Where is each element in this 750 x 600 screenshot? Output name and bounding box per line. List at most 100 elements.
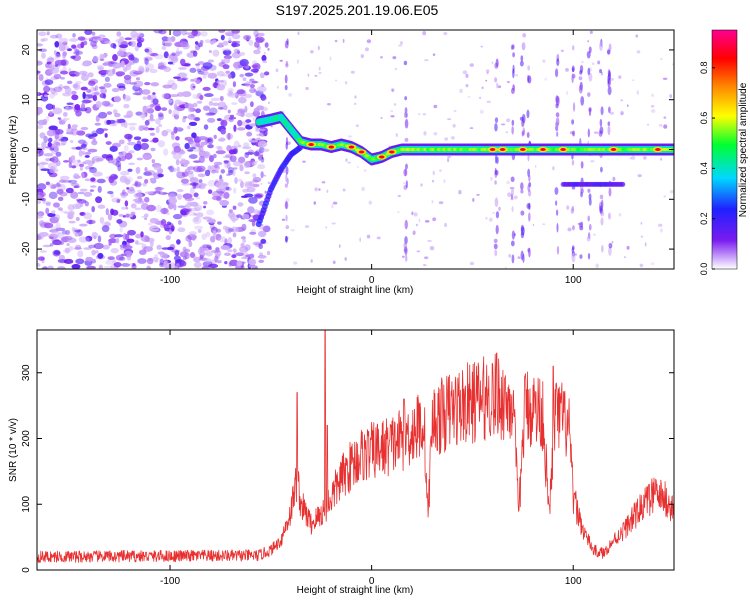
heatmap-y-tick-label: 10 [21, 94, 32, 106]
noise-speckle [126, 238, 135, 243]
noise-speckle [181, 77, 189, 81]
noise-speckle [113, 95, 122, 103]
noise-speckle [40, 168, 50, 172]
noise-speckle [458, 190, 462, 195]
noise-speckle [90, 40, 97, 47]
noise-speckle [87, 148, 98, 153]
noise-speckle [97, 185, 102, 193]
noise-speckle [135, 166, 141, 174]
noise-speckle [47, 265, 54, 269]
noise-speckle [310, 259, 313, 263]
noise-speckle [38, 31, 47, 37]
streak-speckle [587, 252, 591, 260]
noise-speckle [49, 147, 55, 151]
noise-speckle [618, 213, 622, 217]
noise-speckle [255, 36, 265, 43]
streak-speckle [528, 212, 531, 222]
noise-speckle [432, 170, 435, 176]
noise-speckle [145, 69, 149, 73]
noise-speckle [173, 113, 180, 120]
noise-speckle [37, 43, 43, 47]
noise-speckle [49, 67, 60, 74]
streak-speckle [587, 215, 590, 222]
noise-speckle [76, 199, 87, 204]
noise-speckle [101, 54, 107, 59]
noise-speckle [660, 228, 663, 233]
noise-speckle [120, 194, 127, 199]
noise-speckle [215, 181, 225, 189]
noise-speckle [227, 92, 238, 98]
noise-speckle [197, 70, 205, 75]
streak-speckle [404, 118, 409, 129]
noise-speckle [184, 248, 191, 253]
noise-speckle [469, 63, 474, 67]
noise-speckle [196, 165, 206, 173]
streak-speckle [556, 222, 559, 233]
noise-speckle [49, 34, 59, 39]
noise-speckle [412, 230, 416, 236]
noise-speckle [37, 213, 42, 217]
noise-speckle [37, 183, 47, 191]
noise-speckle [236, 260, 243, 267]
noise-speckle [161, 36, 169, 42]
noise-speckle [277, 85, 279, 89]
noise-speckle [189, 201, 199, 207]
noise-speckle [144, 178, 149, 184]
noise-speckle [174, 265, 179, 269]
noise-speckle [227, 132, 231, 141]
noise-speckle [180, 178, 189, 184]
noise-speckle [249, 160, 259, 163]
noise-speckle [42, 201, 52, 205]
noise-speckle [203, 200, 208, 205]
noise-speckle [318, 188, 321, 191]
noise-speckle [392, 56, 397, 60]
noise-speckle [98, 264, 104, 269]
noise-speckle [66, 127, 74, 135]
noise-speckle [75, 146, 83, 150]
noise-speckle [152, 137, 159, 143]
noise-speckle [181, 171, 189, 177]
noise-speckle [228, 209, 233, 213]
noise-speckle [364, 47, 369, 52]
noise-speckle [167, 36, 172, 42]
noise-speckle [204, 93, 214, 98]
streak-speckle [494, 180, 497, 185]
noise-speckle [215, 170, 219, 174]
streak-speckle [403, 112, 407, 119]
noise-speckle [205, 251, 213, 257]
noise-speckle [85, 237, 90, 243]
noise-speckle [78, 150, 83, 157]
noise-speckle [123, 145, 129, 152]
noise-speckle [231, 42, 241, 48]
colorbar-tick-label: 0.4 [699, 162, 709, 175]
noise-speckle [100, 73, 106, 77]
noise-speckle [157, 112, 164, 118]
noise-speckle [161, 45, 167, 51]
noise-speckle [38, 48, 48, 53]
noise-speckle [243, 161, 251, 169]
noise-speckle [239, 58, 249, 67]
noise-speckle [265, 130, 269, 135]
noise-speckle [359, 237, 361, 242]
noise-speckle [175, 136, 180, 141]
noise-speckle [173, 126, 178, 134]
noise-speckle [134, 70, 144, 74]
noise-speckle [144, 167, 148, 173]
noise-speckle [76, 130, 86, 136]
heatmap-y-tick-label: 0 [21, 146, 32, 152]
noise-speckle [422, 113, 427, 116]
noise-speckle [467, 96, 471, 98]
noise-speckle [195, 79, 201, 85]
noise-speckle [77, 250, 84, 258]
noise-speckle [42, 37, 49, 42]
noise-speckle [74, 184, 81, 189]
noise-speckle [75, 110, 82, 117]
noise-speckle [213, 134, 217, 139]
noise-speckle [232, 232, 237, 238]
noise-speckle [244, 93, 253, 99]
noise-speckle [258, 243, 263, 250]
streak-speckle [284, 235, 289, 243]
noise-speckle [380, 117, 383, 119]
noise-speckle [220, 34, 225, 41]
noise-speckle [296, 59, 299, 64]
